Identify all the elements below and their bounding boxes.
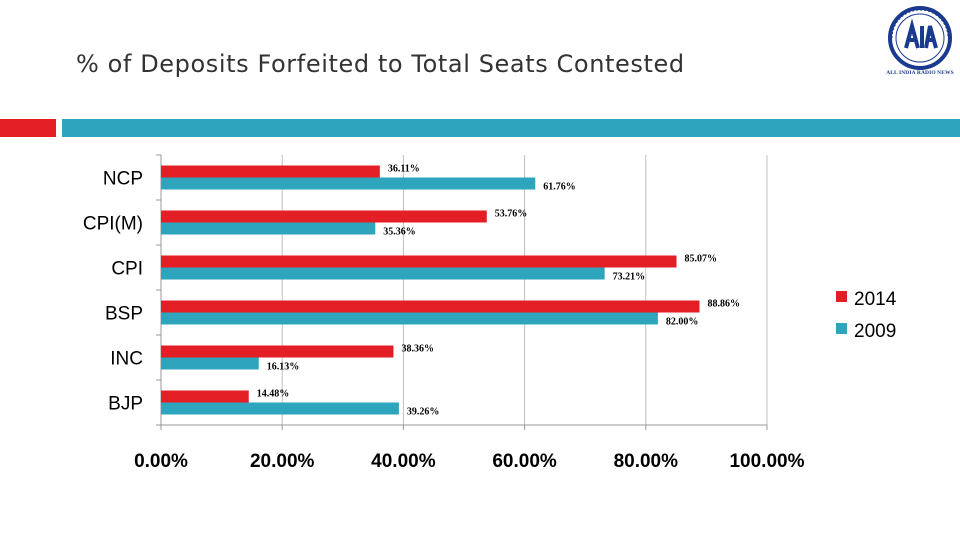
data-label: 53.76% xyxy=(495,209,528,220)
legend-label: 2014 xyxy=(854,289,897,310)
x-tick-label: 0.00% xyxy=(134,451,188,472)
data-label: 36.11% xyxy=(388,164,420,175)
bar-2014 xyxy=(161,255,677,268)
bar-2014 xyxy=(161,210,487,223)
data-label: 85.07% xyxy=(685,254,718,265)
data-label: 39.26% xyxy=(407,407,440,418)
logo-caption: ALL INDIA RADIO NEWS xyxy=(886,70,954,76)
category-label: CPI(M) xyxy=(83,214,143,235)
bar-2014 xyxy=(161,165,380,178)
all-india-radio-logo-icon: ALL INDIA RADIO NEWS xyxy=(880,6,960,82)
category-label: NCP xyxy=(103,169,143,190)
accent-bar-teal xyxy=(62,119,960,137)
x-tick-label: 60.00% xyxy=(492,451,557,472)
bar-2009 xyxy=(161,267,605,280)
data-label: 14.48% xyxy=(257,389,290,400)
data-label: 82.00% xyxy=(666,317,699,328)
legend-label: 2009 xyxy=(854,321,896,342)
bar-2009 xyxy=(161,222,376,235)
data-label: 73.21% xyxy=(613,272,646,283)
data-label: 16.13% xyxy=(267,362,300,373)
accent-bar-red xyxy=(0,119,56,137)
bar-2009 xyxy=(161,312,658,325)
category-label: BJP xyxy=(108,394,143,415)
bar-2014 xyxy=(161,300,700,313)
bar-2009 xyxy=(161,357,259,370)
data-label: 35.36% xyxy=(383,227,416,238)
bar-2014 xyxy=(161,345,394,358)
bar-2009 xyxy=(161,177,536,190)
bar-2009 xyxy=(161,402,399,415)
category-label: BSP xyxy=(105,304,143,325)
x-tick-label: 100.00% xyxy=(729,451,804,472)
bar-2014 xyxy=(161,390,249,403)
x-tick-label: 80.00% xyxy=(614,451,679,472)
data-label: 88.86% xyxy=(707,299,740,310)
legend-swatch-2014 xyxy=(836,291,847,302)
data-label: 61.76% xyxy=(543,182,576,193)
slide-title: % of Deposits Forfeited to Total Seats C… xyxy=(76,50,685,78)
category-label: CPI xyxy=(111,259,143,280)
legend-swatch-2009 xyxy=(836,323,847,334)
x-tick-label: 40.00% xyxy=(371,451,436,472)
data-label: 38.36% xyxy=(401,344,434,355)
category-label: INC xyxy=(110,349,143,370)
x-tick-label: 20.00% xyxy=(250,451,315,472)
